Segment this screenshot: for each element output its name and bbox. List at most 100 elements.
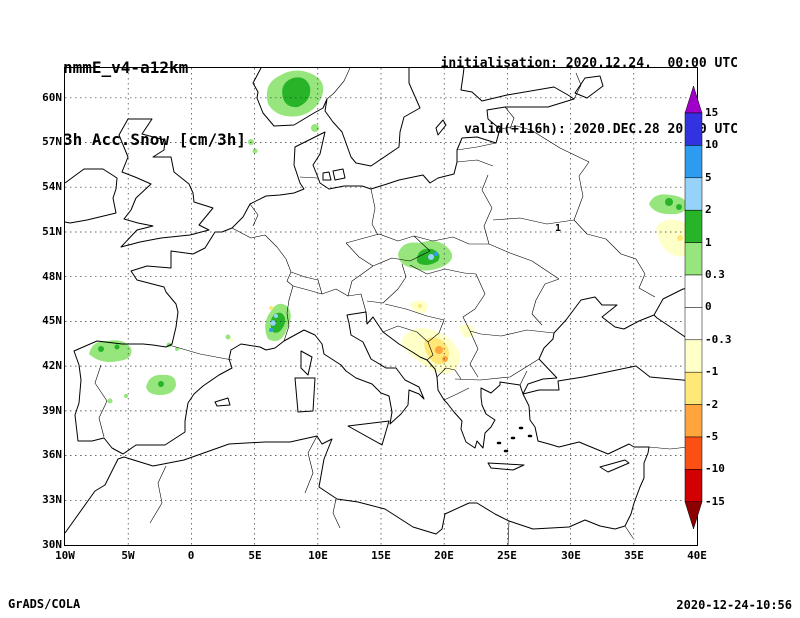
y-tick-57n: 57N xyxy=(42,135,62,148)
cbar-label-m1: -1 xyxy=(705,365,719,378)
colorbar-arrow-down-icon xyxy=(684,501,703,530)
x-tick-5w: 5W xyxy=(121,549,135,562)
borders-east-europe xyxy=(436,72,656,401)
x-tick-10w: 10W xyxy=(55,549,75,562)
cbar-label-m15: -15 xyxy=(705,495,725,508)
coast-aegean-islets xyxy=(496,426,533,453)
coast-scandinavia xyxy=(252,68,421,167)
snow-spot xyxy=(107,398,113,404)
coast-africa-levant-turkey xyxy=(65,365,697,535)
cbar-label-1: 1 xyxy=(705,236,712,249)
snow-spot xyxy=(114,344,120,350)
snow-spot xyxy=(248,139,254,145)
cbar-label-m03: -0.3 xyxy=(705,333,732,346)
colorbar-segment xyxy=(684,469,703,503)
x-tick-40e: 40E xyxy=(687,549,707,562)
cbar-label-03: 0.3 xyxy=(705,268,725,281)
map-canvas: 1 xyxy=(65,68,697,545)
melt-spot xyxy=(418,304,422,308)
cbar-label-0: 0 xyxy=(705,300,712,313)
x-tick-0: 0 xyxy=(187,549,195,562)
y-tick-51n: 51N xyxy=(42,225,62,238)
y-tick-45n: 45N xyxy=(42,314,62,327)
cbar-label-m2: -2 xyxy=(705,398,719,411)
snow-spot xyxy=(270,320,276,326)
x-tick-35e: 35E xyxy=(624,549,644,562)
x-tick-30e: 30E xyxy=(561,549,581,562)
snow-patch-alps-core xyxy=(270,312,286,333)
x-tick-15e: 15E xyxy=(371,549,391,562)
map-frame: 1 xyxy=(64,67,698,546)
y-tick-54n: 54N xyxy=(42,180,62,193)
x-tick-10e: 10E xyxy=(308,549,328,562)
cbar-label-m10: -10 xyxy=(705,462,725,475)
colorbar-segment xyxy=(684,274,703,308)
cbar-label-10: 10 xyxy=(705,138,719,151)
y-tick-60n: 60N xyxy=(42,91,62,104)
snow-spot xyxy=(230,338,234,342)
colorbar-segment xyxy=(684,177,703,211)
snow-spot xyxy=(252,148,258,154)
melt-patch-serbia xyxy=(460,324,475,338)
grid-lines xyxy=(65,68,697,545)
y-tick-33n: 33N xyxy=(42,493,62,506)
x-tick-5e: 5E xyxy=(248,549,262,562)
field-name: 3h Acc.Snow [cm/3h] xyxy=(63,130,247,149)
coast-great-britain xyxy=(118,118,214,248)
colorbar-segment xyxy=(684,242,703,276)
snow-spot xyxy=(269,306,273,310)
colorbar-segment xyxy=(684,307,703,341)
snow-patch-north-spain xyxy=(89,340,132,363)
y-tick-39n: 39N xyxy=(42,404,62,417)
plot-timestamp: 2020-12-24-10:56 xyxy=(676,598,792,612)
borders-west-europe xyxy=(94,203,367,438)
cbar-label-5: 5 xyxy=(705,171,712,184)
coast-islands xyxy=(214,75,630,473)
coastlines xyxy=(65,68,697,535)
snow-spot xyxy=(269,328,273,332)
contour-label: 1 xyxy=(555,223,561,234)
y-tick-42n: 42N xyxy=(42,359,62,372)
snow-spot xyxy=(665,198,673,206)
y-tick-48n: 48N xyxy=(42,270,62,283)
borders-central-europe xyxy=(299,68,470,361)
melt-spot xyxy=(435,346,443,354)
melt-spot xyxy=(442,356,448,362)
title-block: nmmE_v4-a12km 3h Acc.Snow [cm/3h] xyxy=(63,8,246,200)
colorbar-segment xyxy=(684,404,703,438)
cbar-label-m5: -5 xyxy=(705,430,719,443)
colorbar-segment xyxy=(684,209,703,243)
colorbar-segment xyxy=(684,339,703,373)
x-tick-20e: 20E xyxy=(434,549,454,562)
country-borders xyxy=(94,68,697,545)
snow-spot xyxy=(676,204,682,210)
snow-shading xyxy=(89,70,696,404)
y-tick-30n: 30N xyxy=(42,538,62,551)
parallel-lines xyxy=(65,97,697,501)
colorbar-segment xyxy=(684,145,703,179)
snow-spot xyxy=(311,124,319,132)
snow-spot xyxy=(124,394,128,398)
colorbar-segment xyxy=(684,371,703,405)
grads-credit: GrADS/COLA xyxy=(8,597,81,611)
colorbar-arrow-up-icon xyxy=(684,85,703,114)
meridian-lines xyxy=(127,68,635,545)
snow-spot xyxy=(433,251,439,257)
x-tick-25e: 25E xyxy=(497,549,517,562)
colorbar-segment xyxy=(684,112,703,146)
snow-spot xyxy=(428,254,434,260)
snow-spot xyxy=(158,381,164,387)
snow-spot xyxy=(274,314,278,318)
coast-atlantic-baltic xyxy=(73,68,575,455)
cbar-label-2: 2 xyxy=(705,203,712,216)
snow-spot xyxy=(175,347,179,351)
colorbar-segment xyxy=(684,436,703,470)
snow-spot xyxy=(98,346,104,352)
snow-spot xyxy=(225,334,231,340)
melt-spot xyxy=(677,235,683,241)
snow-patch-norway-core xyxy=(282,77,311,108)
coast-mediterranean xyxy=(122,311,524,455)
cbar-label-15: 15 xyxy=(705,106,719,119)
y-tick-36n: 36N xyxy=(42,448,62,461)
